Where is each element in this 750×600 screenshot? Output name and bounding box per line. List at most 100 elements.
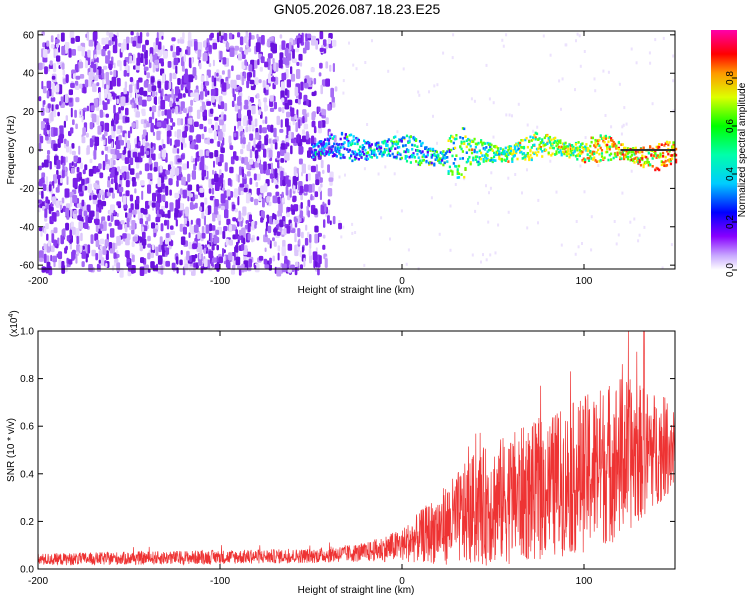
noise-speck [109, 71, 113, 76]
noise-speck [307, 33, 312, 39]
noise-speck [604, 114, 607, 117]
noise-speck [120, 105, 124, 111]
noise-speck [72, 195, 78, 204]
signal-cell [396, 142, 399, 145]
signal-cell [422, 158, 425, 162]
signal-cell [396, 146, 399, 149]
signal-cell [330, 133, 333, 137]
signal-cell [542, 144, 545, 147]
noise-speck [256, 236, 260, 241]
noise-speck [319, 255, 322, 265]
signal-cell [331, 154, 334, 158]
signal-cell [555, 144, 558, 148]
noise-speck [154, 53, 158, 61]
signal-cell [634, 156, 637, 160]
signal-cell [353, 142, 357, 145]
noise-speck [87, 244, 91, 254]
noise-speck [263, 183, 268, 193]
signal-cell [356, 153, 359, 156]
noise-speck [292, 195, 297, 202]
signal-cell [636, 157, 639, 160]
noise-speck [194, 41, 198, 51]
signal-cell [442, 150, 445, 153]
noise-speck [55, 200, 60, 208]
signal-cell [391, 142, 394, 145]
signal-cell [625, 155, 628, 159]
signal-cell [607, 140, 610, 143]
noise-speck [136, 195, 140, 204]
signal-cell [660, 163, 663, 167]
signal-cell [561, 142, 565, 145]
noise-speck [526, 226, 529, 230]
noise-speck [436, 83, 439, 87]
signal-cell [556, 147, 559, 151]
noise-speck [194, 74, 198, 81]
signal-cell [608, 145, 611, 149]
noise-speck [306, 112, 310, 118]
noise-speck [177, 118, 181, 126]
noise-speck [286, 212, 290, 218]
noise-speck [92, 199, 98, 205]
signal-cell [408, 136, 411, 139]
noise-speck [208, 63, 212, 68]
signal-cell [608, 153, 611, 157]
signal-cell [515, 143, 518, 146]
noise-speck [233, 260, 237, 266]
signal-cell [480, 140, 483, 144]
noise-speck [116, 32, 119, 38]
noise-speck [105, 113, 109, 118]
noise-speck [320, 84, 323, 95]
noise-speck [307, 210, 310, 218]
noise-speck [280, 90, 285, 100]
noise-speck [298, 53, 303, 61]
noise-speck [492, 135, 495, 139]
noise-speck [90, 61, 94, 69]
noise-speck [197, 49, 202, 58]
signal-cell [632, 158, 635, 161]
signal-cell [417, 156, 420, 159]
noise-speck [66, 257, 69, 264]
signal-cell [415, 160, 418, 163]
noise-speck [77, 45, 83, 52]
signal-cell [624, 146, 627, 150]
signal-cell [467, 142, 470, 146]
signal-cell [392, 136, 396, 139]
noise-speck [229, 166, 234, 174]
noise-speck [239, 36, 244, 46]
noise-speck [261, 143, 265, 150]
signal-cell [522, 152, 526, 155]
signal-cell [317, 154, 320, 158]
noise-speck [234, 132, 237, 138]
noise-speck [105, 71, 109, 82]
signal-cell [619, 157, 622, 161]
noise-speck [119, 139, 124, 146]
signal-cell [478, 162, 481, 165]
noise-speck [213, 130, 217, 141]
signal-cell [595, 151, 598, 154]
signal-cell [559, 139, 562, 142]
noise-speck [281, 97, 285, 103]
noise-speck [49, 60, 53, 66]
noise-speck [152, 228, 158, 233]
signal-cell [428, 163, 431, 166]
noise-speck [590, 215, 593, 219]
noise-speck [280, 81, 285, 92]
noise-speck [166, 219, 170, 230]
signal-cell [537, 150, 540, 154]
noise-speck [300, 81, 304, 91]
noise-speck [190, 92, 195, 97]
noise-speck [265, 105, 268, 111]
noise-speck [150, 142, 153, 149]
noise-speck [297, 37, 303, 44]
noise-speck [203, 215, 206, 226]
noise-speck [268, 149, 273, 158]
noise-speck [94, 136, 100, 146]
signal-cell [318, 152, 321, 155]
noise-speck [161, 110, 165, 116]
signal-cell [642, 165, 645, 169]
noise-speck [125, 180, 130, 188]
noise-speck [324, 203, 327, 213]
noise-speck [110, 178, 114, 185]
noise-speck [86, 204, 91, 213]
noise-speck [201, 169, 207, 177]
